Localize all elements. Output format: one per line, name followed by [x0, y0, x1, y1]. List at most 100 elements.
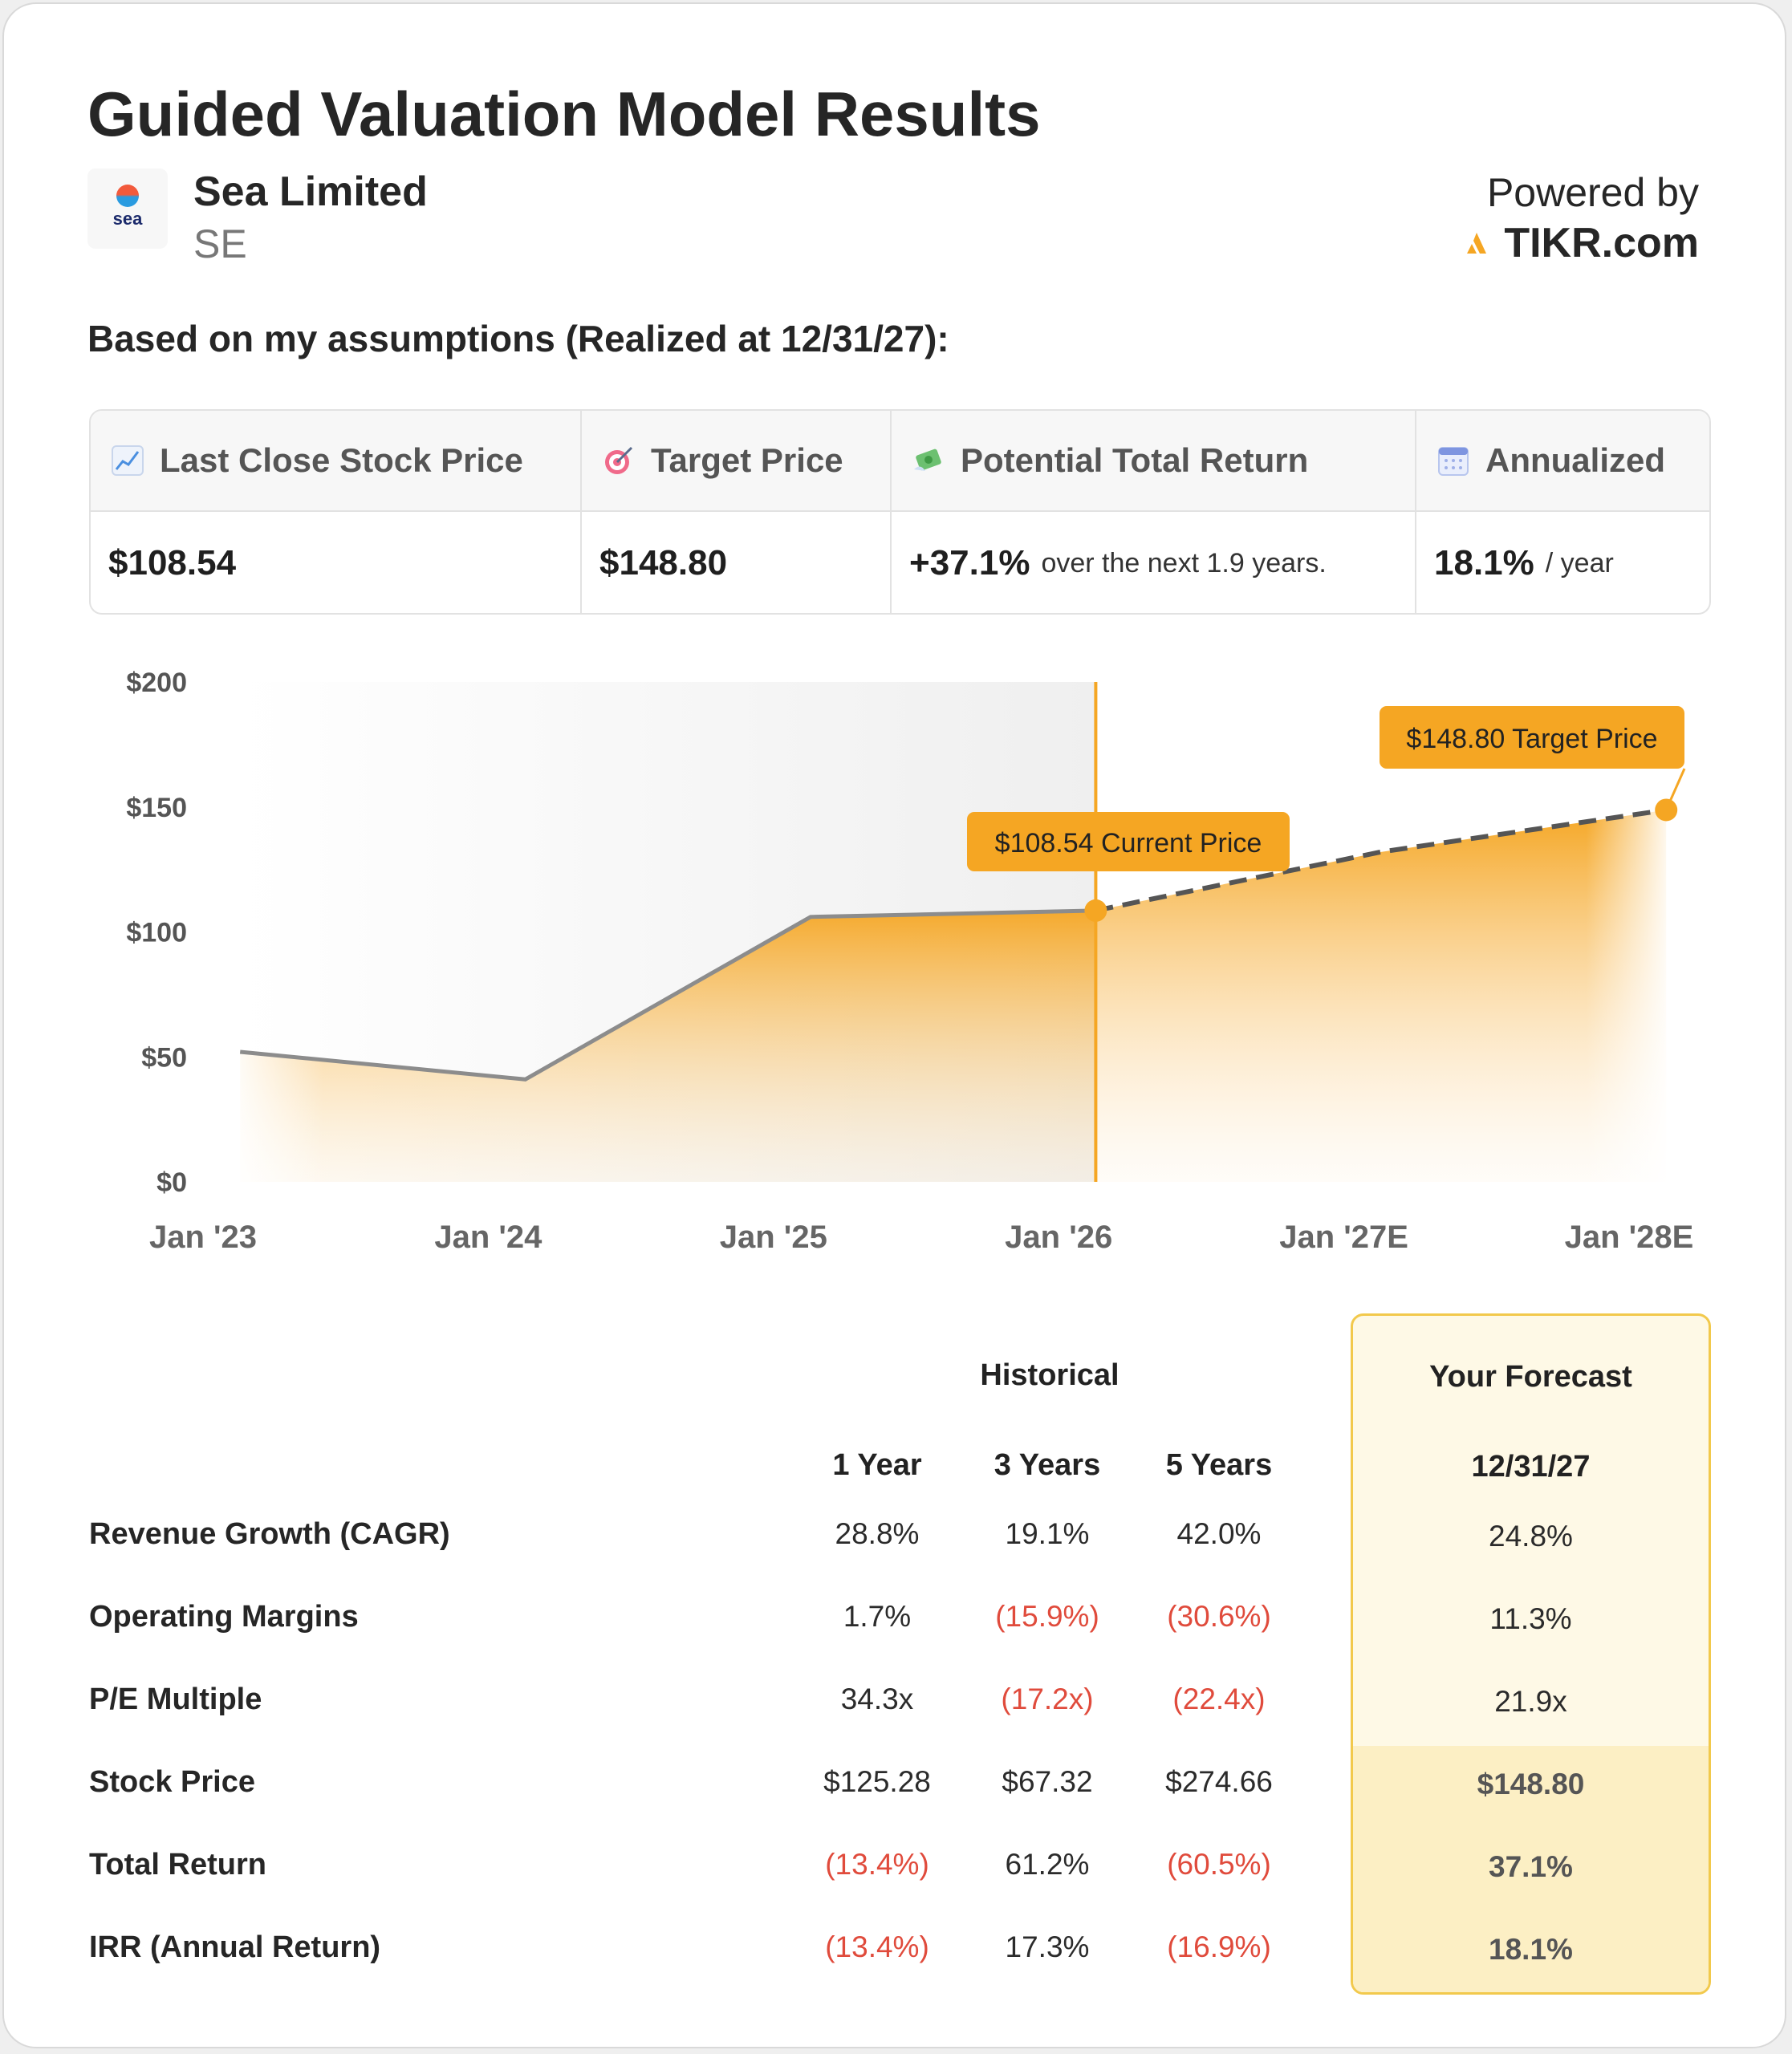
chart-annotations: $108.54 Current Price $148.80 Target Pric…	[967, 706, 1686, 922]
column-header: 1 Year	[832, 1448, 922, 1482]
x-axis: Jan '23 Jan '24 Jan '25 Jan '26 Jan '27E Jan …	[149, 1220, 1693, 1255]
historical-header: Historical	[980, 1358, 1119, 1392]
x-tick-label: Jan '27E	[1279, 1220, 1408, 1255]
row-label: Operating Margins	[89, 1600, 359, 1634]
price-chart: $0$50$100$150$200 Jan '23 Jan '24 Jan '25 J…	[126, 668, 1693, 1255]
table-cell: 42.0%	[1176, 1517, 1262, 1550]
fade-left	[227, 682, 323, 1182]
y-tick-label: $150	[126, 793, 187, 823]
x-tick-label: Jan '23	[149, 1220, 257, 1255]
table-cell: 1.7%	[843, 1600, 912, 1633]
table-cell: 61.2%	[1005, 1848, 1090, 1881]
table-cell: 34.3x	[840, 1683, 914, 1715]
column-header: 3 Years	[994, 1448, 1101, 1482]
company-logo: sea	[87, 168, 168, 249]
table-cell: (13.4%)	[825, 1848, 929, 1881]
table-cell: (22.4x)	[1172, 1683, 1266, 1715]
logo-mark	[116, 185, 139, 207]
summary-target: Target Price $148.80	[582, 411, 892, 613]
total-return-number: +37.1%	[909, 543, 1030, 583]
summary-header: Target Price	[582, 411, 890, 512]
summary-label: Annualized	[1485, 441, 1666, 479]
summary-label: Last Close Stock Price	[160, 441, 523, 479]
target-price-callout	[1380, 706, 1684, 769]
table-cell: 17.3%	[1005, 1930, 1090, 1963]
forecast-header: Your Forecast	[1429, 1360, 1632, 1394]
calendar-icon	[1437, 444, 1469, 477]
assumptions-heading: Based on my assumptions (Realized at 12/…	[87, 318, 949, 359]
row-label: Revenue Growth (CAGR)	[89, 1517, 450, 1551]
y-tick-label: $50	[141, 1042, 187, 1073]
target-price-label: $148.80 Target Price	[1406, 724, 1657, 754]
table-cell: $67.32	[1002, 1765, 1093, 1798]
table-cell: (60.5%)	[1167, 1848, 1271, 1881]
forecast-cell: 11.3%	[1489, 1602, 1572, 1635]
historical-area	[240, 910, 1096, 1182]
annualized-value: 18.1% / year	[1416, 512, 1709, 613]
forecast-cell: $148.80	[1477, 1768, 1585, 1800]
current-price-point	[1084, 899, 1107, 922]
summary-header: Potential Total Return	[892, 411, 1415, 512]
forecast-cell: 24.8%	[1489, 1520, 1573, 1553]
target-value: $148.80	[599, 543, 728, 583]
summary-last-close: Last Close Stock Price $108.54	[91, 411, 582, 613]
last-close-value: $108.54	[108, 543, 237, 583]
forecast-cell: 21.9x	[1494, 1685, 1567, 1718]
forecast-column-box	[1351, 1313, 1711, 1995]
summary-label: Potential Total Return	[961, 441, 1309, 479]
forecast-highlight	[1353, 1746, 1709, 1992]
forecast-cell: 37.1%	[1489, 1850, 1573, 1883]
total-return-note: over the next 1.9 years.	[1041, 547, 1327, 578]
table-cell: 28.8%	[835, 1517, 920, 1550]
row-label: IRR (Annual Return)	[89, 1930, 381, 1964]
forecast-line	[1095, 807, 1667, 913]
row-label: Total Return	[89, 1848, 266, 1881]
summary-total-return: Potential Total Return +37.1% over the n…	[892, 411, 1416, 613]
money-with-wings-icon	[912, 445, 945, 476]
tikr-brand[interactable]: TIKR.com	[1467, 219, 1699, 267]
summary-table: Last Close Stock Price $108.54 Target Pr…	[89, 409, 1711, 615]
table-cell: (13.4%)	[825, 1930, 929, 1963]
table-cell: (30.6%)	[1167, 1600, 1271, 1633]
summary-header: Last Close Stock Price	[91, 411, 580, 512]
table-cell: (16.9%)	[1167, 1930, 1271, 1963]
chart-increasing-icon	[112, 445, 144, 476]
table-cell: (15.9%)	[995, 1600, 1099, 1633]
company-ticker: SE	[193, 221, 247, 266]
current-price-label: $108.54 Current Price	[995, 828, 1262, 859]
y-tick-label: $200	[126, 668, 187, 698]
x-tick-label: Jan '24	[434, 1220, 542, 1255]
annualized-note: / year	[1545, 547, 1614, 578]
historical-line	[239, 908, 1096, 1082]
forecast-area	[1095, 810, 1667, 1182]
x-tick-label: Jan '28E	[1565, 1220, 1694, 1255]
target-price-point	[1655, 798, 1678, 822]
total-return-value: +37.1% over the next 1.9 years.	[892, 512, 1415, 613]
target-icon	[603, 444, 635, 477]
table-cell: $125.28	[823, 1765, 931, 1798]
current-price-callout	[967, 812, 1290, 871]
row-label: P/E Multiple	[89, 1683, 262, 1716]
y-tick-label: $100	[126, 918, 187, 948]
y-tick-label: $0	[156, 1167, 187, 1198]
forecast-cell: 18.1%	[1489, 1933, 1573, 1966]
table-cell: 19.1%	[1005, 1517, 1090, 1550]
table-cell: (17.2x)	[1001, 1683, 1094, 1715]
x-tick-label: Jan '26	[1005, 1220, 1112, 1255]
summary-header: Annualized	[1416, 411, 1709, 512]
annualized-number: 18.1%	[1434, 543, 1534, 583]
x-tick-label: Jan '25	[720, 1220, 827, 1255]
company-name: Sea Limited	[193, 168, 428, 215]
summary-annualized: Annualized 18.1% / year	[1416, 411, 1709, 613]
tikr-logo-icon	[1467, 233, 1487, 254]
forecast-column-header: 12/31/27	[1471, 1450, 1591, 1484]
powered-by-label: Powered by	[1486, 170, 1699, 215]
logo-wordmark: sea	[112, 209, 143, 229]
tikr-brand-text: TIKR.com	[1504, 220, 1699, 266]
page-title: Guided Valuation Model Results	[87, 79, 1041, 149]
y-axis: $0 $50 $100 $150 $200	[126, 668, 187, 1198]
summary-label: Target Price	[651, 441, 843, 479]
row-label: Stock Price	[89, 1765, 255, 1799]
table-cell: $274.66	[1165, 1765, 1273, 1798]
